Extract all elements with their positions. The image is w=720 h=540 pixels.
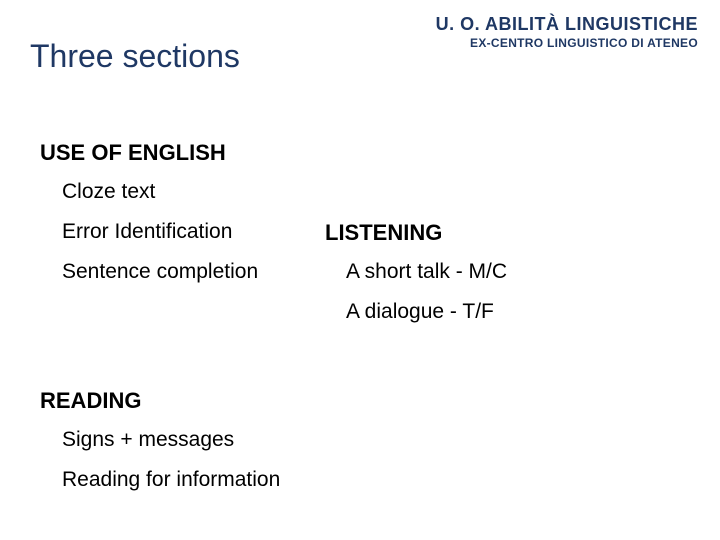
item-reading-for-information: Reading for information: [62, 468, 280, 492]
section-heading-reading: READING: [40, 388, 141, 414]
item-cloze-text: Cloze text: [62, 180, 155, 204]
item-dialogue: A dialogue - T/F: [346, 300, 494, 324]
slide-title: Three sections: [30, 38, 240, 75]
item-error-identification: Error Identification: [62, 220, 232, 244]
section-heading-use-of-english: USE OF ENGLISH: [40, 140, 226, 166]
org-name-line1: U. O. ABILITÀ LINGUISTICHE: [436, 14, 698, 35]
org-name-line2: EX-CENTRO LINGUISTICO DI ATENEO: [470, 36, 698, 50]
item-sentence-completion: Sentence completion: [62, 260, 258, 284]
slide: Three sections U. O. ABILITÀ LINGUISTICH…: [0, 0, 720, 540]
section-heading-listening: LISTENING: [325, 220, 442, 246]
item-short-talk: A short talk - M/C: [346, 260, 507, 284]
item-signs-messages: Signs + messages: [62, 428, 234, 452]
